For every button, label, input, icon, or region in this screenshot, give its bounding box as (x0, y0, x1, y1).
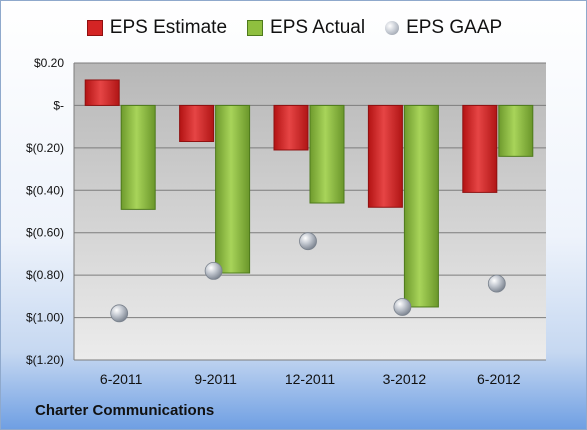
legend-item-eps-actual: EPS Actual (247, 17, 365, 39)
x-tick-label: 6-2011 (100, 371, 143, 387)
legend-label-eps-actual: EPS Actual (270, 17, 366, 38)
y-tick-label: $(0.20) (26, 141, 64, 155)
y-tick-label: $0.20 (34, 56, 64, 70)
y-tick-label: $(1.20) (26, 353, 64, 367)
x-tick-label: 9-2011 (194, 371, 237, 387)
legend-item-eps-gaap: EPS GAAP (385, 17, 502, 39)
bar-eps-actual (403, 104, 439, 308)
marker-eps-gaap (299, 232, 317, 251)
legend-label-eps-gaap: EPS GAAP (406, 17, 503, 38)
legend-swatch-eps-actual (247, 20, 264, 36)
x-tick-label: 6-2012 (477, 371, 521, 387)
y-tick-label: $(0.80) (26, 268, 64, 282)
bar-eps-estimate (273, 104, 309, 151)
bar-eps-estimate (367, 104, 403, 208)
marker-eps-gaap (204, 261, 223, 280)
y-tick-label: $(0.40) (26, 183, 64, 197)
y-tick-label: $(0.60) (26, 226, 64, 240)
y-tick-label: $- (53, 98, 64, 112)
legend-label-eps-estimate: EPS Estimate (109, 17, 228, 38)
marker-eps-gaap (487, 274, 506, 293)
legend-swatch-eps-gaap (385, 21, 400, 35)
bar-eps-actual (120, 104, 156, 210)
x-tick-label: 12-2011 (285, 371, 336, 387)
company-name: Charter Communications (35, 402, 215, 419)
legend-item-eps-estimate: EPS Estimate (86, 17, 228, 39)
legend-swatch-eps-estimate (86, 20, 103, 36)
bar-eps-actual (215, 104, 251, 274)
chart-legend: EPS Estimate EPS Actual EPS GAAP (1, 17, 586, 39)
marker-eps-gaap (110, 304, 129, 323)
bar-eps-actual (309, 104, 345, 204)
y-tick-label: $(1.00) (26, 311, 64, 325)
bar-eps-estimate (84, 79, 120, 106)
marker-eps-gaap (393, 298, 412, 316)
bar-eps-estimate (179, 104, 215, 142)
bar-eps-actual (498, 104, 534, 157)
bar-eps-estimate (462, 104, 498, 193)
x-tick-label: 3-2012 (383, 371, 427, 387)
